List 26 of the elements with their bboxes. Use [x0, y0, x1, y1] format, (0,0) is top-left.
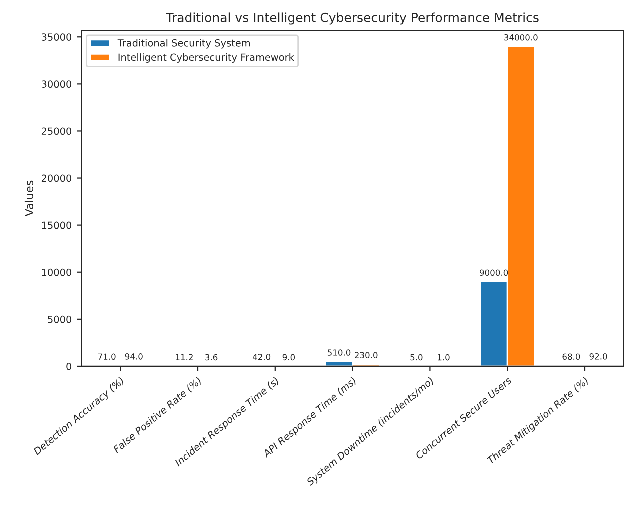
y-tick-label: 30000 [42, 80, 72, 88]
data-label: 9000.0 [480, 270, 508, 276]
data-label: 34000.0 [504, 34, 538, 41]
data-label: 68.0 [562, 354, 580, 360]
y-tick-label: 25000 [42, 128, 72, 136]
y-tick-label: 35000 [42, 34, 72, 41]
data-label: 5.0 [410, 354, 423, 361]
data-label: 510.0 [328, 350, 351, 356]
legend-label: Intelligent Cybersecurity Framework [118, 54, 294, 63]
y-tick-label: 0 [66, 362, 72, 370]
chart-title: Traditional vs Intelligent Cybersecurity Performance Metrics [166, 12, 539, 25]
data-label: 71.0 [98, 354, 116, 360]
y-tick-label: 5000 [48, 316, 72, 324]
data-label: 42.0 [252, 354, 271, 360]
y-tick-label: 15000 [42, 222, 72, 230]
data-label: 1.0 [438, 354, 450, 361]
data-label: 11.2 [176, 354, 193, 360]
data-label: 94.0 [125, 354, 143, 360]
data-label: 3.6 [206, 354, 218, 361]
y-tick-label: 20000 [42, 174, 72, 182]
legend-label: Traditional Security System [118, 39, 250, 49]
y-tick-label: 10000 [42, 268, 72, 276]
data-label: 9.0 [282, 354, 296, 361]
data-label: 230.0 [355, 352, 378, 359]
data-label: 92.0 [590, 354, 608, 360]
y-axis-title: Values [24, 180, 34, 217]
